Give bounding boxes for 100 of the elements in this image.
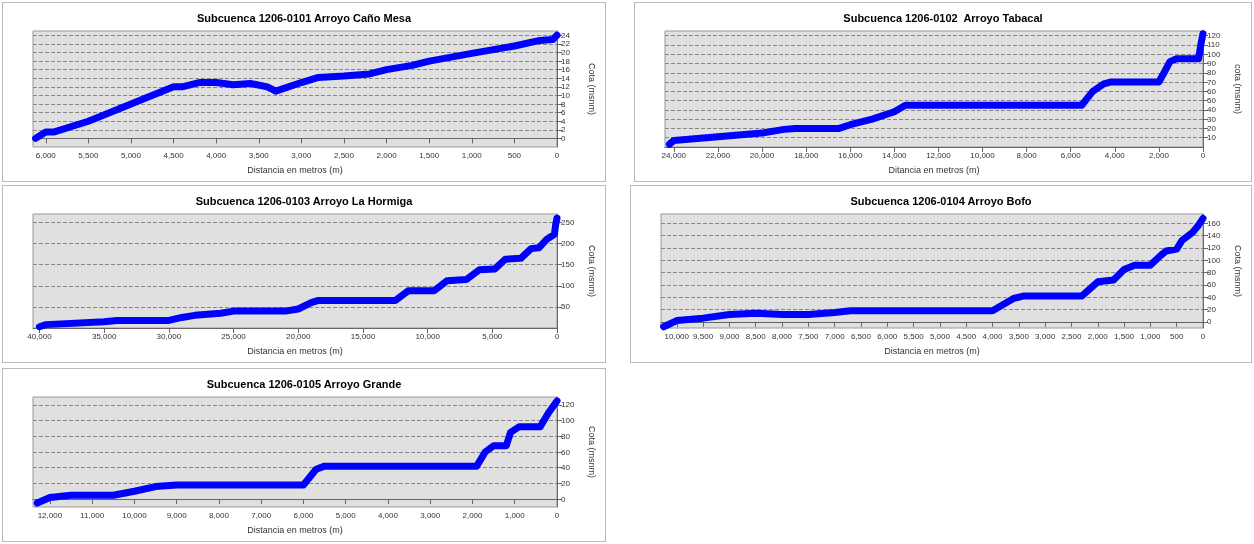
x-tick-label: 35,000	[91, 331, 117, 341]
y-tick-label: 4	[561, 116, 566, 126]
y-axis-title: Cota (msnm)	[1232, 244, 1243, 298]
y-tick-label: 50	[561, 302, 571, 312]
x-tick-label: 5,000	[929, 331, 951, 341]
y-axis-title: Cota (msnm)	[586, 244, 597, 298]
y-tick-label: 0	[561, 133, 566, 143]
x-tick-label: 2,000	[1087, 331, 1109, 341]
x-tick-label: 8,000	[208, 510, 230, 520]
y-tick-label: 0	[1207, 317, 1212, 327]
x-tick-label: 9,000	[166, 510, 188, 520]
y-tick-label: 2	[561, 125, 566, 135]
y-tick-label: 20	[561, 47, 571, 57]
y-tick-label: 30	[1207, 114, 1217, 124]
x-tick-label: 30,000	[156, 331, 182, 341]
x-tick-label: 20,000	[286, 331, 312, 341]
x-tick-label: 7,500	[798, 331, 819, 341]
y-tick-label: 50	[1207, 96, 1217, 106]
y-tick-label: 80	[1207, 268, 1217, 278]
y-tick-label: 140	[1207, 231, 1221, 241]
x-axis-title: Ditancia en metros (m)	[888, 164, 980, 175]
y-tick-label: 20	[1207, 305, 1217, 315]
y-tick-label: 150	[561, 260, 575, 270]
x-tick-label: 6,000	[877, 331, 898, 341]
x-tick-label: 2,000	[1148, 150, 1170, 160]
x-tick-label: 24,000	[661, 150, 687, 160]
x-tick-label: 4,500	[956, 331, 977, 341]
x-tick-label: 10,000	[122, 510, 148, 520]
x-tick-label: 12,000	[926, 150, 952, 160]
x-tick-label: 18,000	[793, 150, 819, 160]
x-tick-label: 5,000	[482, 331, 503, 341]
y-tick-label: 10	[1207, 133, 1217, 143]
x-tick-label: 40,000	[27, 331, 53, 341]
y-tick-label: 6	[561, 108, 566, 118]
x-tick-label: 1,000	[504, 510, 526, 520]
y-tick-label: 200	[561, 239, 575, 249]
y-tick-label: 90	[1207, 58, 1217, 68]
x-tick-label: 1,500	[1114, 331, 1135, 341]
y-tick-label: 100	[1207, 255, 1221, 265]
x-tick-label: 3,500	[248, 150, 270, 160]
x-tick-label: 4,000	[377, 510, 399, 520]
x-tick-label: 4,000	[982, 331, 1004, 341]
x-tick-label: 11,000	[80, 510, 105, 520]
x-axis-title: Distancia en metros (m)	[247, 345, 343, 356]
y-axis-title: Cota (msnm)	[586, 62, 597, 116]
x-tick-label: 20,000	[749, 150, 775, 160]
x-tick-label: 3,000	[1035, 331, 1056, 341]
y-tick-label: 160	[1207, 218, 1221, 228]
y-tick-label: 60	[561, 447, 571, 457]
x-tick-label: 25,000	[221, 331, 247, 341]
y-tick-label: 40	[1207, 292, 1217, 302]
y-tick-label: 14	[561, 73, 571, 83]
x-tick-label: 14,000	[882, 150, 908, 160]
x-tick-label: 0	[1200, 331, 1206, 341]
x-tick-label: 15,000	[350, 331, 376, 341]
x-tick-label: 5,500	[903, 331, 925, 341]
x-axis-title: Distancia en metros (m)	[247, 164, 343, 175]
chart-title: Subcuenca 1206-0104 Arroyo Bofo	[850, 194, 1032, 207]
x-tick-label: 6,000	[35, 150, 57, 160]
x-tick-label: 7,000	[251, 510, 272, 520]
x-tick-label: 5,000	[120, 150, 142, 160]
y-tick-label: 60	[1207, 86, 1217, 96]
x-tick-label: 0	[1200, 150, 1206, 160]
y-tick-label: 100	[1207, 49, 1221, 59]
x-tick-label: 1,500	[419, 150, 440, 160]
y-tick-label: 24	[561, 30, 571, 40]
y-tick-label: 20	[1207, 123, 1217, 133]
y-tick-label: 0	[561, 494, 566, 504]
x-tick-label: 4,000	[1104, 150, 1126, 160]
x-tick-label: 2,000	[462, 510, 484, 520]
x-tick-label: 2,500	[1061, 331, 1082, 341]
y-tick-label: 100	[561, 416, 575, 426]
x-axis-title: Distancia en metros (m)	[247, 524, 343, 535]
y-tick-label: 60	[1207, 280, 1217, 290]
y-tick-label: 80	[561, 431, 571, 441]
x-tick-label: 500	[507, 150, 522, 160]
x-tick-label: 12,000	[37, 510, 63, 520]
chart-title: Subcuenca 1206-0105 Arroyo Grande	[206, 377, 402, 390]
y-axis-title: Cota (msnm)	[586, 425, 597, 479]
y-tick-label: 18	[561, 56, 571, 66]
chart-title: Subcuenca 1206-0103 Arroyo La Hormiga	[195, 194, 414, 207]
y-tick-label: 12	[561, 82, 571, 92]
y-tick-label: 120	[1207, 243, 1221, 253]
x-tick-label: 22,000	[705, 150, 731, 160]
y-tick-label: 40	[561, 463, 571, 473]
y-tick-label: 80	[1207, 68, 1217, 78]
y-tick-label: 20	[561, 478, 571, 488]
x-tick-label: 6,000	[293, 510, 315, 520]
x-tick-label: 6,000	[1060, 150, 1082, 160]
x-tick-label: 8,000	[772, 331, 793, 341]
x-tick-label: 6,500	[850, 331, 872, 341]
x-tick-label: 4,500	[163, 150, 185, 160]
y-tick-label: 16	[561, 65, 571, 75]
x-tick-label: 1,000	[1140, 331, 1161, 341]
y-tick-label: 120	[1207, 31, 1221, 41]
chart-title: Subcuenca 1206-0101 Arroyo Caño Mesa	[196, 11, 412, 24]
x-axis-title: Distancia en metros (m)	[884, 345, 980, 356]
y-axis-title: cota (msnm)	[1232, 63, 1243, 115]
y-tick-label: 10	[561, 90, 571, 100]
x-tick-label: 10,000	[415, 331, 441, 341]
